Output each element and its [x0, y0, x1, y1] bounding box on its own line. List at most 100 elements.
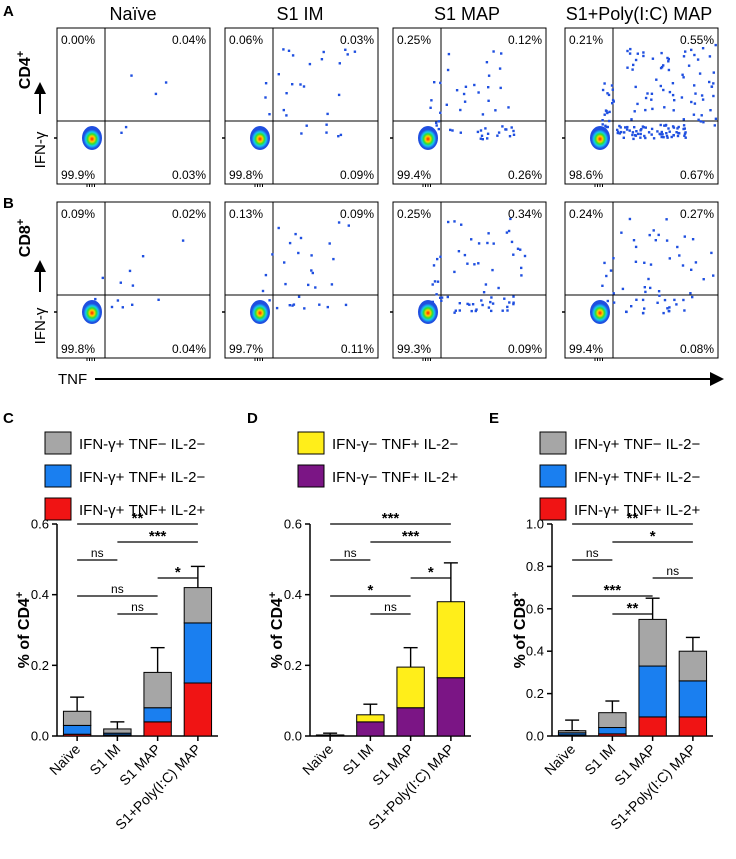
flow-cd4-4-event — [606, 111, 609, 115]
flow-cd4-2-event — [285, 114, 288, 117]
flow-cd8-4-event — [625, 310, 628, 314]
flow-cd4-4-event — [644, 136, 647, 140]
legend-label: IFN-γ+ TNF+ IL-2− — [574, 469, 701, 486]
flow-cd4-2-frame — [224, 27, 379, 185]
x-tick-label-naive: Naïve — [541, 741, 578, 778]
flow-cd4-4-event — [660, 130, 663, 134]
flow-cd4-3-event — [512, 129, 515, 133]
flow-cd8-3-event — [463, 253, 467, 257]
flow-cd8-1-q-upper-right: 0.02% — [172, 207, 206, 221]
flow-cd8-3-event — [497, 286, 500, 290]
flow-cd4-4-event — [646, 92, 649, 95]
flow-cd4-4-event — [714, 43, 717, 47]
flow-cd4-2-event — [346, 53, 349, 56]
flow-cd4-4-q-upper-left: 0.21% — [569, 33, 603, 47]
bar-chart-c: IFN-γ+ TNF− IL-2− IFN-γ+ TNF+ IL-2− IFN-γ+… — [14, 431, 218, 833]
flow-cd4-4-event — [708, 55, 712, 58]
legend-label: IFN-γ+ TNF− IL-2− — [79, 436, 206, 453]
flow-cd8-4-event — [630, 305, 633, 308]
flow-cd4-4-event — [608, 119, 611, 123]
flow-cd4-2-event — [320, 58, 324, 61]
y-tick-label: 0.0 — [526, 729, 544, 744]
flow-cd4-4-event — [682, 76, 685, 79]
legend-label: IFN-γ− TNF+ IL-2− — [332, 436, 459, 453]
flow-cd4-3-event — [504, 128, 507, 131]
flow-cd8-3-density-core — [419, 303, 437, 323]
flow-cd8-2-event — [297, 295, 301, 298]
flow-cd4-4-event — [636, 102, 639, 106]
flow-cd8-2-event — [291, 304, 294, 307]
flow-title-s1-poly-map: S1+Poly(I:C) MAP — [566, 4, 713, 24]
bar-red-s1-poly-map — [678, 716, 708, 737]
flow-cd8-4-event — [663, 298, 667, 302]
bar-gray-s1-poly-map — [678, 650, 708, 682]
flow-cd4-4-event — [712, 71, 715, 74]
flow-cd8-1-event — [110, 305, 114, 309]
flow-cd4-4-event — [619, 126, 622, 129]
flow-cd4-4-event — [628, 52, 632, 55]
flow-cd8-2-event — [330, 283, 334, 286]
flow-cd4-4-event — [655, 78, 658, 81]
flow-cd4-2-event — [325, 123, 328, 126]
flow-cd4-2-event — [338, 62, 341, 65]
flow-cd4-3-event — [486, 137, 489, 140]
bar-chart-e: IFN-γ+ TNF− IL-2− IFN-γ+ TNF+ IL-2− IFN-γ+… — [510, 431, 713, 833]
flow-cd4-4-event — [659, 84, 662, 88]
flow-cd4-2-event — [277, 73, 280, 76]
flow-cd4-2-event — [285, 92, 288, 95]
flow-cd8-1-event — [119, 281, 122, 284]
flow-cd4-4-event — [710, 85, 714, 88]
flow-cd8-2-event — [347, 224, 350, 227]
flow-cd8-1-q-lower-left: 99.8% — [61, 342, 95, 356]
flow-cd8-2-q-upper-left: 0.13% — [229, 207, 263, 221]
legend-label: IFN-γ+ TNF+ IL-2+ — [79, 502, 206, 519]
flow-cd4-3-event — [437, 120, 441, 123]
flow-cd4-4-event — [626, 49, 629, 53]
flow-cd4-4-event — [624, 126, 627, 129]
flow-cd8-1-event — [121, 306, 124, 309]
flow-cd8-4-event — [665, 218, 668, 221]
flow-cd4-4-q-lower-right: 0.67% — [680, 168, 714, 182]
flow-cd8-4-event — [621, 287, 625, 291]
flow-cd4-3-event — [463, 100, 467, 103]
flow-cd8-3-event — [436, 280, 440, 283]
flow-cd8-4-event — [601, 284, 604, 287]
flow-cd4-2-event — [339, 133, 343, 137]
flow-title-s1-map: S1 MAP — [434, 4, 500, 24]
significance-label: ns — [586, 546, 599, 560]
flow-cd4-4-event — [682, 127, 685, 131]
ifn-gamma-axis-bottom: IFN-γ — [32, 260, 49, 344]
legend-swatch-gray — [44, 431, 72, 455]
flow-cd4-2-event — [353, 50, 357, 53]
flow-cd4-4-event — [611, 102, 614, 105]
row-label-cd8: CD8+ — [15, 219, 34, 257]
flow-cd8-3-event — [512, 295, 515, 298]
tnf-axis-label: TNF — [58, 371, 87, 388]
flow-cd4-3-event — [429, 106, 432, 109]
bar-chart-d: IFN-γ− TNF+ IL-2− IFN-γ− TNF+ IL-2+ 0.0 0.2… — [267, 431, 471, 833]
flow-cd8-3-event — [458, 309, 461, 312]
flow-cd4-4-event — [662, 136, 665, 139]
bar-blue-s1-im — [598, 727, 627, 735]
flow-cd8-4-event — [668, 257, 671, 260]
flow-cd8-3-event — [520, 266, 523, 270]
bar-gray-s1-poly-map — [183, 587, 213, 624]
x-tick-label-naive: Naïve — [46, 741, 83, 778]
flow-cd8-2-density-core — [251, 303, 269, 323]
flow-cd4-2-density-core — [251, 129, 269, 149]
flow-cd4-2-event — [282, 108, 285, 112]
flow-cd4-3-event — [459, 108, 462, 112]
flow-cd4-4-event — [699, 120, 702, 123]
flow-cd4-4-event — [642, 51, 645, 54]
flow-cd4-4-event — [660, 65, 664, 69]
flow-cd4-4-event — [663, 106, 666, 109]
flow-cd4-2-event — [302, 85, 306, 88]
bar-charts: IFN-γ+ TNF− IL-2− IFN-γ+ TNF+ IL-2− IFN-γ+… — [14, 431, 713, 833]
flow-cd8-4-event — [683, 235, 686, 238]
flow-cd4-1-event — [124, 125, 128, 129]
bar-yellow-s1-poly-map — [436, 601, 466, 679]
flow-cd4-4-event — [608, 110, 611, 114]
flow-cd4-4-event — [652, 137, 656, 140]
bar-yellow-s1-map — [396, 666, 425, 709]
flow-cd4-4-event — [667, 57, 670, 61]
